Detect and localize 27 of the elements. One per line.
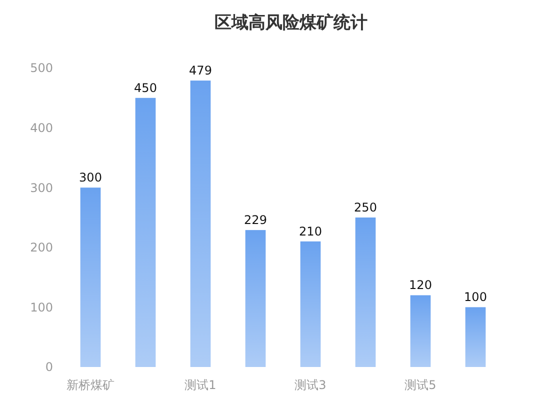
bar bbox=[80, 188, 101, 367]
y-tick-label: 200 bbox=[30, 240, 53, 255]
y-tick-label: 100 bbox=[30, 300, 53, 314]
data-label: 120 bbox=[409, 278, 432, 292]
data-label: 479 bbox=[189, 64, 212, 78]
data-label: 300 bbox=[79, 170, 102, 185]
data-label: 210 bbox=[299, 224, 322, 238]
x-tick-label: 测试3 bbox=[294, 378, 326, 392]
bar bbox=[300, 241, 321, 367]
bar bbox=[355, 218, 376, 367]
y-tick-label: 300 bbox=[30, 180, 53, 195]
y-tick-label: 500 bbox=[30, 61, 53, 76]
chart-title: 区域高风险煤矿统计 bbox=[214, 13, 368, 33]
y-tick-label: 400 bbox=[30, 121, 53, 135]
data-label: 229 bbox=[244, 213, 267, 228]
data-label: 100 bbox=[464, 290, 487, 304]
bar bbox=[190, 80, 211, 367]
bar bbox=[135, 98, 156, 367]
bar bbox=[410, 295, 431, 367]
x-tick-label: 新桥煤矿 bbox=[66, 378, 114, 392]
data-label: 450 bbox=[134, 80, 157, 95]
x-tick-label: 测试1 bbox=[184, 378, 216, 392]
bar bbox=[245, 230, 266, 367]
y-tick-label: 0 bbox=[45, 360, 53, 374]
x-tick-label: 测试5 bbox=[404, 378, 436, 392]
data-label: 250 bbox=[354, 200, 377, 214]
bar bbox=[465, 307, 486, 367]
